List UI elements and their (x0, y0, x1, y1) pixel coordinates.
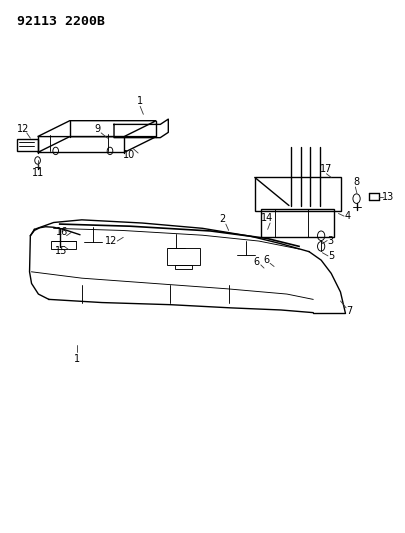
Text: 12: 12 (17, 124, 29, 134)
Bar (175, 265, 192, 269)
Text: 13: 13 (382, 191, 394, 201)
Text: 15: 15 (55, 246, 67, 256)
Text: 10: 10 (123, 150, 135, 160)
Text: 8: 8 (353, 176, 359, 187)
Text: 16: 16 (56, 227, 69, 237)
Text: 12: 12 (105, 236, 117, 246)
Text: 1: 1 (137, 96, 143, 106)
Text: 92113 2200B: 92113 2200B (17, 14, 105, 28)
Text: 2: 2 (220, 214, 226, 224)
Text: 17: 17 (320, 165, 333, 174)
Bar (167, 248, 200, 265)
Text: 14: 14 (261, 213, 273, 223)
Text: 7: 7 (347, 306, 353, 316)
Text: 1: 1 (74, 354, 80, 364)
Text: 4: 4 (344, 211, 350, 221)
Text: 11: 11 (32, 168, 44, 178)
Bar (51, 241, 76, 249)
Text: 9: 9 (94, 124, 100, 134)
Text: 5: 5 (328, 251, 335, 261)
Text: 6: 6 (253, 257, 259, 267)
Text: 6: 6 (263, 255, 269, 264)
Text: 3: 3 (327, 236, 333, 246)
